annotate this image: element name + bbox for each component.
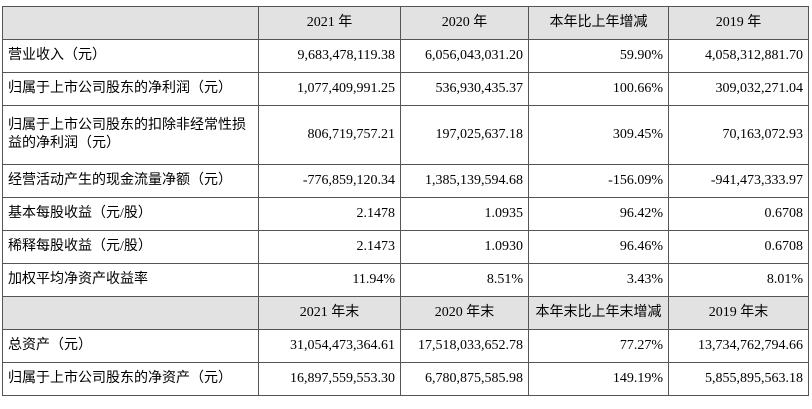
value-cell: -941,473,333.97 [668,164,809,198]
value-cell: 536,930,435.37 [400,72,529,106]
label-cell: 经营活动产生的现金流量净额（元） [2,164,259,198]
value-cell: 309.45% [528,105,669,165]
header-cell: 2020 年末 [400,296,529,330]
value-cell: 8.01% [668,263,809,297]
value-cell: 100.66% [528,72,669,106]
data-row: 经营活动产生的现金流量净额（元） -776,859,120.34 1,385,139… [2,164,809,198]
value-cell: 197,025,637.18 [400,105,529,165]
label-cell: 归属于上市公司股东的净利润（元） [2,72,259,106]
value-cell: 17,518,033,652.78 [400,329,529,363]
data-row: 营业收入（元） 9,683,478,119.38 6,056,043,031.20 5… [2,39,809,73]
value-cell: 0.6708 [668,230,809,264]
data-row: 归属于上市公司股东的净利润（元） 1,077,409,991.25 536,930,… [2,72,809,106]
value-cell: 5,855,895,563.18 [668,362,809,396]
data-row: 基本每股收益（元/股） 2.1478 1.0935 96.42% 0.6708 [2,197,809,231]
value-cell: 3.43% [528,263,669,297]
value-cell: 1,077,409,991.25 [258,72,401,106]
value-cell: 2.1473 [258,230,401,264]
value-cell: 11.94% [258,263,401,297]
label-cell: 营业收入（元） [2,39,259,73]
value-cell: 70,163,072.93 [668,105,809,165]
value-cell: 6,780,875,585.98 [400,362,529,396]
header-cell: 2020 年 [400,6,529,40]
header-cell: 2019 年末 [668,296,809,330]
table-body: 2021 年 2020 年本年比上年增减 2019 年营业收入（元） 9,683,47… [2,6,809,396]
header-cell: 本年末比上年末增减 [528,296,669,330]
header-row: 2021 年 2020 年本年比上年增减 2019 年 [2,6,809,40]
value-cell: 4,058,312,881.70 [668,39,809,73]
data-row: 归属于上市公司股东的扣除非经常性损益的净利润（元） 806,719,757.21 1… [2,105,809,165]
value-cell: 1.0935 [400,197,529,231]
value-cell: 77.27% [528,329,669,363]
value-cell: 309,032,271.04 [668,72,809,106]
value-cell: -776,859,120.34 [258,164,401,198]
value-cell: 2.1478 [258,197,401,231]
value-cell: 806,719,757.21 [258,105,401,165]
value-cell: 6,056,043,031.20 [400,39,529,73]
label-cell: 归属于上市公司股东的扣除非经常性损益的净利润（元） [2,105,259,165]
value-cell: 149.19% [528,362,669,396]
header-cell [2,6,259,40]
data-row: 总资产（元） 31,054,473,364.61 17,518,033,652.78… [2,329,809,363]
value-cell: 8.51% [400,263,529,297]
value-cell: 16,897,559,553.30 [258,362,401,396]
header-cell: 本年比上年增减 [528,6,669,40]
header-cell [2,296,259,330]
value-cell: 96.42% [528,197,669,231]
value-cell: 0.6708 [668,197,809,231]
label-cell: 总资产（元） [2,329,259,363]
financial-table: 2021 年 2020 年本年比上年增减 2019 年营业收入（元） 9,683,47… [2,6,809,396]
value-cell: 1,385,139,594.68 [400,164,529,198]
label-cell: 稀释每股收益（元/股） [2,230,259,264]
value-cell: 1.0930 [400,230,529,264]
header-cell: 2021 年末 [258,296,401,330]
label-cell: 基本每股收益（元/股） [2,197,259,231]
data-row: 归属于上市公司股东的净资产（元） 16,897,559,553.30 6,780,8… [2,362,809,396]
value-cell: 96.46% [528,230,669,264]
label-cell: 归属于上市公司股东的净资产（元） [2,362,259,396]
data-row: 加权平均净资产收益率 11.94% 8.51% 3.43% 8.01% [2,263,809,297]
label-cell: 加权平均净资产收益率 [2,263,259,297]
header-cell: 2021 年 [258,6,401,40]
value-cell: 13,734,762,794.66 [668,329,809,363]
value-cell: 9,683,478,119.38 [258,39,401,73]
value-cell: 31,054,473,364.61 [258,329,401,363]
header-cell: 2019 年 [668,6,809,40]
header-row: 2021 年末 2020 年末 本年末比上年末增减 2019 年末 [2,296,809,330]
value-cell: 59.90% [528,39,669,73]
value-cell: -156.09% [528,164,669,198]
data-row: 稀释每股收益（元/股） 2.1473 1.0930 96.46% 0.6708 [2,230,809,264]
